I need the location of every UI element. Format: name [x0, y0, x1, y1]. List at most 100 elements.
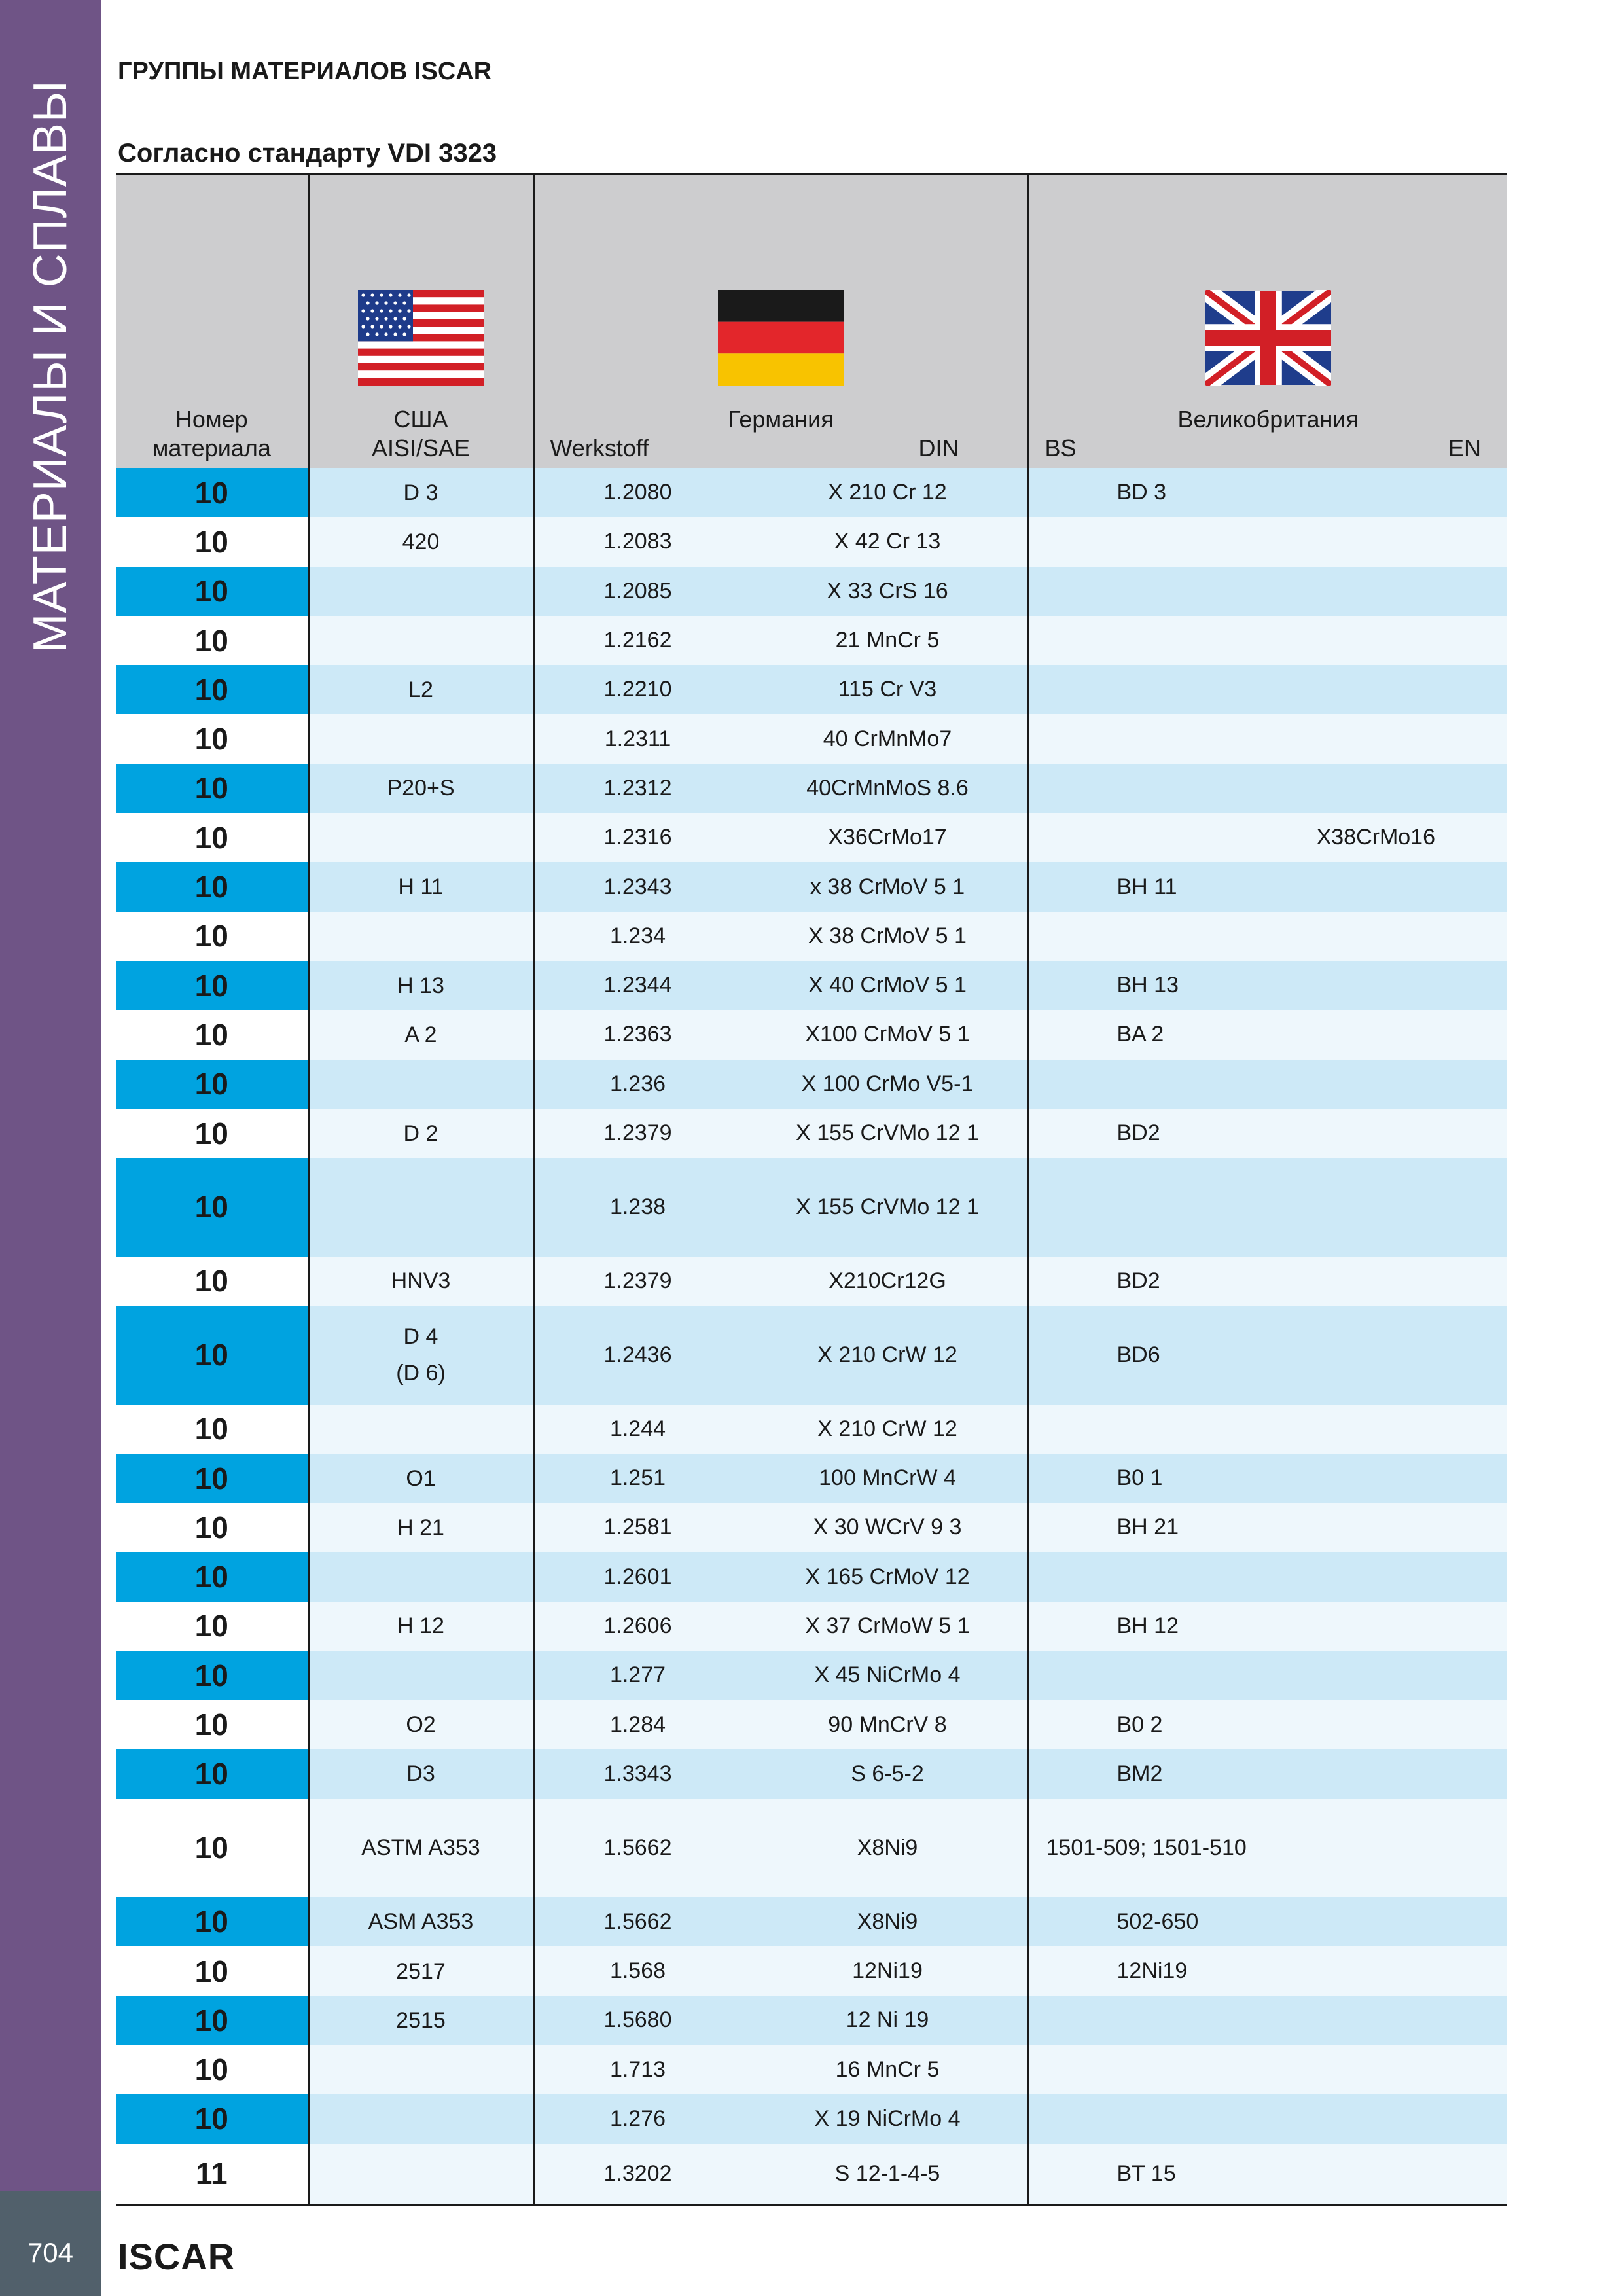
bs-designation: BH 12	[1116, 1613, 1179, 1638]
usa-grade: 2515	[396, 2007, 446, 2033]
page-subtitle: Согласно стандарту VDI 3323	[118, 139, 497, 168]
cell-uk	[1027, 1404, 1507, 1454]
cell-material-number: 10	[116, 1453, 308, 1503]
table-row: 10 420 1.2083 X 42 Cr 13	[116, 517, 1507, 567]
cell-usa	[307, 813, 533, 863]
cell-usa	[307, 1158, 533, 1257]
cell-uk	[1027, 2094, 1507, 2144]
en-designation	[1435, 973, 1507, 998]
usa-grade: P20+S	[387, 776, 455, 801]
cell-uk	[1027, 1059, 1507, 1109]
usa-grade: A 2	[404, 1022, 437, 1047]
werkstoff-number: 1.2581	[603, 1515, 672, 1540]
werkstoff-number: 1.2162	[603, 628, 672, 653]
cell-germany: 1.2080 X 210 Cr 12	[532, 468, 1028, 518]
table-row: 10 O2 1.284 90 MnCrV 8 B0 2	[116, 1700, 1507, 1749]
werkstoff-number: 1.2363	[603, 1022, 672, 1047]
cell-germany: 1.5662 X8Ni9	[532, 1799, 1028, 1897]
cell-uk: BD 3	[1027, 468, 1507, 518]
werkstoff-number: 1.276	[609, 2106, 666, 2131]
usa-grade: H 12	[397, 1613, 444, 1639]
cell-germany: 1.2210 115 Cr V3	[532, 665, 1028, 715]
cell-material-number: 10	[116, 517, 308, 567]
bs-designation: BD6	[1116, 1342, 1160, 1367]
bs-designation: BH 11	[1116, 874, 1177, 899]
cell-germany: 1.2343 x 38 CrMoV 5 1	[532, 862, 1028, 912]
cell-material-number: 10	[116, 1552, 308, 1602]
table-row: 10 O1 1.251 100 MnCrW 4 B0 1	[116, 1453, 1507, 1503]
usa-flag-icon	[358, 290, 484, 386]
din-designation: 90 MnCrV 8	[828, 1712, 947, 1737]
cell-material-number: 10	[116, 911, 308, 961]
cell-germany: 1.2085 X 33 CrS 16	[532, 566, 1028, 616]
table-row: 10 1.2316 X36CrMo17 X38CrMo16	[116, 813, 1507, 863]
table-row: 10 D3 1.3343 S 6-5-2 BM2	[116, 1749, 1507, 1799]
cell-usa: H 12	[307, 1601, 533, 1651]
table-row: 10 D 2 1.2379 X 155 CrVMo 12 1 BD2	[116, 1108, 1507, 1158]
header-en: EN	[1448, 435, 1481, 461]
din-designation: 12Ni19	[852, 1958, 923, 1984]
bs-designation: 12Ni19	[1116, 1958, 1188, 1984]
cell-usa: A 2	[307, 1010, 533, 1060]
cell-usa	[307, 1404, 533, 1454]
werkstoff-number: 1.2316	[603, 825, 672, 850]
werkstoff-number: 1.3343	[603, 1761, 672, 1786]
cell-germany: 1.238 X 155 CrVMo 12 1	[532, 1158, 1028, 1257]
header-uk-country: Великобритания	[1177, 406, 1359, 433]
cell-germany: 1.5680 12 Ni 19	[532, 1996, 1028, 2045]
en-designation	[1435, 1515, 1507, 1540]
cell-usa: HNV3	[307, 1256, 533, 1306]
cell-germany: 1.5662 X8Ni9	[532, 1897, 1028, 1946]
table-row: 10 H 21 1.2581 X 30 WCrV 9 3 BH 21	[116, 1503, 1507, 1552]
din-designation: X 38 CrMoV 5 1	[808, 923, 967, 948]
cell-germany: 1.2316 X36CrMo17	[532, 813, 1028, 863]
werkstoff-number: 1.2379	[603, 1268, 672, 1293]
en-designation	[1435, 1465, 1507, 1491]
cell-uk	[1027, 665, 1507, 715]
cell-uk	[1027, 2045, 1507, 2094]
en-designation	[1435, 1835, 1507, 1861]
cell-uk: B0 2	[1027, 1700, 1507, 1749]
werkstoff-number: 1.2210	[603, 677, 672, 702]
header-germany-sublabels: Werkstoff DIN	[535, 434, 1027, 468]
cell-germany: 1.236 X 100 CrMo V5-1	[532, 1059, 1028, 1109]
cell-uk	[1027, 1158, 1507, 1257]
table-row: 10 1.238 X 155 CrVMo 12 1	[116, 1158, 1507, 1257]
en-designation	[1435, 1958, 1507, 1984]
werkstoff-number: 1.2312	[603, 775, 672, 800]
cell-material-number: 10	[116, 1108, 308, 1158]
cell-material-number: 10	[116, 566, 308, 616]
header-din: DIN	[918, 435, 959, 461]
din-designation: X8Ni9	[857, 1835, 918, 1860]
cell-germany: 1.276 X 19 NiCrMo 4	[532, 2094, 1028, 2144]
cell-uk: BH 12	[1027, 1601, 1507, 1651]
cell-uk: BH 11	[1027, 862, 1507, 912]
cell-usa: P20+S	[307, 763, 533, 814]
table-header-row: Номер материала	[116, 173, 1507, 468]
din-designation: 115 Cr V3	[838, 677, 937, 702]
din-designation: 40CrMnMoS 8.6	[806, 775, 969, 800]
header-num-line1: Номер	[175, 406, 248, 433]
usa-grade: H 21	[397, 1515, 444, 1540]
werkstoff-number: 1.2085	[603, 578, 672, 603]
din-designation: 12 Ni 19	[846, 2007, 929, 2033]
din-designation: X210Cr12G	[829, 1268, 946, 1293]
page-title: ГРУППЫ МАТЕРИАЛОВ ISCAR	[118, 58, 492, 85]
werkstoff-number: 1.244	[609, 1416, 666, 1441]
table-row: 10 P20+S 1.2312 40CrMnMoS 8.6	[116, 763, 1507, 814]
werkstoff-number: 1.284	[609, 1712, 666, 1737]
cell-usa: ASTM A353	[307, 1799, 533, 1897]
usa-grade: H 11	[398, 874, 444, 900]
en-designation	[1435, 2161, 1507, 2187]
cell-usa: D 3	[307, 468, 533, 518]
din-designation: S 6-5-2	[851, 1761, 924, 1786]
cell-germany: 1.2344 X 40 CrMoV 5 1	[532, 960, 1028, 1011]
usa-grade: ASTM A353	[361, 1835, 480, 1861]
cell-uk	[1027, 911, 1507, 961]
din-designation: X 19 NiCrMo 4	[814, 2106, 961, 2131]
table-row: 10 2517 1.568 12Ni19 12Ni19	[116, 1946, 1507, 1996]
header-germany: Германия Werkstoff DIN	[532, 173, 1028, 468]
bs-designation: BH 13	[1116, 973, 1179, 998]
din-designation: X 155 CrVMo 12 1	[796, 1194, 979, 1219]
bs-designation: B0 2	[1116, 1712, 1163, 1737]
